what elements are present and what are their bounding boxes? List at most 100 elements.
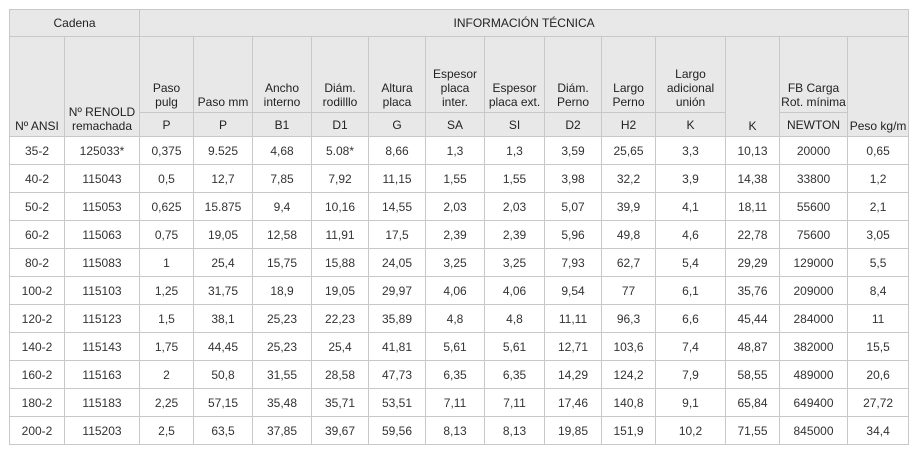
table-cell: 71,55 [725,416,781,445]
table-cell: 11,15 [368,164,427,193]
table-cell: 58,55 [725,360,781,389]
table-cell: 124,2 [601,360,657,389]
table-cell: 115083 [63,248,141,277]
table-cell: 5,4 [655,248,727,277]
table-cell: 7,85 [252,164,313,193]
table-cell: 10,13 [725,136,781,165]
table-cell: 53,51 [368,388,427,417]
table-cell: 6,6 [655,304,727,333]
table-cell: 31,55 [252,360,313,389]
table-cell: 37,85 [252,416,313,445]
table-cell: 284000 [779,304,849,333]
table-cell: 5,61 [484,332,546,361]
table-cell: 8,4 [847,276,910,305]
table-cell: 4,68 [252,136,313,165]
table-cell: 2,5 [139,416,195,445]
table-cell: 32,2 [601,164,657,193]
table-cell: 115183 [63,388,141,417]
table-cell: 115203 [63,416,141,445]
symbol-d1: D1 [311,112,370,137]
table-cell: 5,07 [544,192,603,221]
table-cell: 28,58 [311,360,370,389]
table-cell: 6,35 [425,360,486,389]
table-cell: 3,59 [544,136,603,165]
symbol-p-mm: P [193,112,254,137]
table-cell: 14,38 [725,164,781,193]
table-cell: 140,8 [601,388,657,417]
table-cell: 11,11 [544,304,603,333]
table-cell: 22,78 [725,220,781,249]
table-cell: 129000 [779,248,849,277]
table-cell: 180-2 [9,388,65,417]
table-cell: 65,84 [725,388,781,417]
table-cell: 25,4 [311,332,370,361]
table-cell: 48,87 [725,332,781,361]
table-row: 80-2 115083 1 25,4 15,75 15,88 24,05 3,25 3,25 7,… [9,248,910,277]
table-cell: 47,73 [368,360,427,389]
table-cell: 6,1 [655,276,727,305]
table-cell: 4,8 [484,304,546,333]
table-cell: 2,03 [484,192,546,221]
table-cell: 50,8 [193,360,254,389]
table-cell: 14,55 [368,192,427,221]
symbol-sa: SA [425,112,486,137]
col-header-peso: Peso kg/m [847,36,910,137]
table-cell: 1,5 [139,304,195,333]
table-cell: 7,11 [425,388,486,417]
table-cell: 75600 [779,220,849,249]
chain-spec-table: Cadena INFORMACIÓN TÉCNICA Nº ANSI Nº RE… [8,9,910,445]
table-cell: 63,5 [193,416,254,445]
table-cell: 0,375 [139,136,195,165]
table-cell: 115163 [63,360,141,389]
table-cell: 38,1 [193,304,254,333]
table-cell: 4,6 [655,220,727,249]
table-cell: 15,5 [847,332,910,361]
table-cell: 115043 [63,164,141,193]
symbol-g: G [368,112,427,137]
table-cell: 0,75 [139,220,195,249]
col-header-altura-placa: Altura placa [368,36,427,113]
table-cell: 10,2 [655,416,727,445]
table-cell: 77 [601,276,657,305]
table-row: 35-2 125033* 0,375 9.525 4,68 5.08* 8,66 1,3 1,3… [9,136,910,165]
table-cell: 8,13 [484,416,546,445]
table-cell: 2 [139,360,195,389]
table-cell: 4,06 [484,276,546,305]
table-cell: 60-2 [9,220,65,249]
table-cell: 20,6 [847,360,910,389]
table-row: 40-2 115043 0,5 12,7 7,85 7,92 11,15 1,55 1,55 3,… [9,164,910,193]
col-header-ansi: Nº ANSI [9,36,65,137]
table-cell: 29,97 [368,276,427,305]
table-cell: 1 [139,248,195,277]
table-cell: 7,11 [484,388,546,417]
table-cell: 845000 [779,416,849,445]
table-cell: 2,03 [425,192,486,221]
table-cell: 80-2 [9,248,65,277]
table-cell: 1,75 [139,332,195,361]
table-cell: 1,3 [484,136,546,165]
table-cell: 29,29 [725,248,781,277]
symbol-b1: B1 [252,112,313,137]
table-cell: 8,13 [425,416,486,445]
table-cell: 39,67 [311,416,370,445]
table-cell: 160-2 [9,360,65,389]
table-cell: 0,5 [139,164,195,193]
table-cell: 125033* [63,136,141,165]
table-cell: 382000 [779,332,849,361]
table-cell: 1,3 [425,136,486,165]
col-header-largo-adicional: Largo adicional unión [655,36,727,113]
table-cell: 151,9 [601,416,657,445]
table-cell: 649400 [779,388,849,417]
table-cell: 57,15 [193,388,254,417]
table-cell: 115123 [63,304,141,333]
table-cell: 17,5 [368,220,427,249]
table-row: 120-2 115123 1,5 38,1 25,23 22,23 35,89 4,8 4,8 1… [9,304,910,333]
table-cell: 9,54 [544,276,603,305]
table-cell: 2,25 [139,388,195,417]
table-cell: 12,71 [544,332,603,361]
col-header-espesor-ext: Espesor placa ext. [484,36,546,113]
table-body: 35-2 125033* 0,375 9.525 4,68 5.08* 8,66 1,3 1,3… [9,136,910,445]
table-cell: 0,625 [139,192,195,221]
table-cell: 140-2 [9,332,65,361]
table-cell: 40-2 [9,164,65,193]
